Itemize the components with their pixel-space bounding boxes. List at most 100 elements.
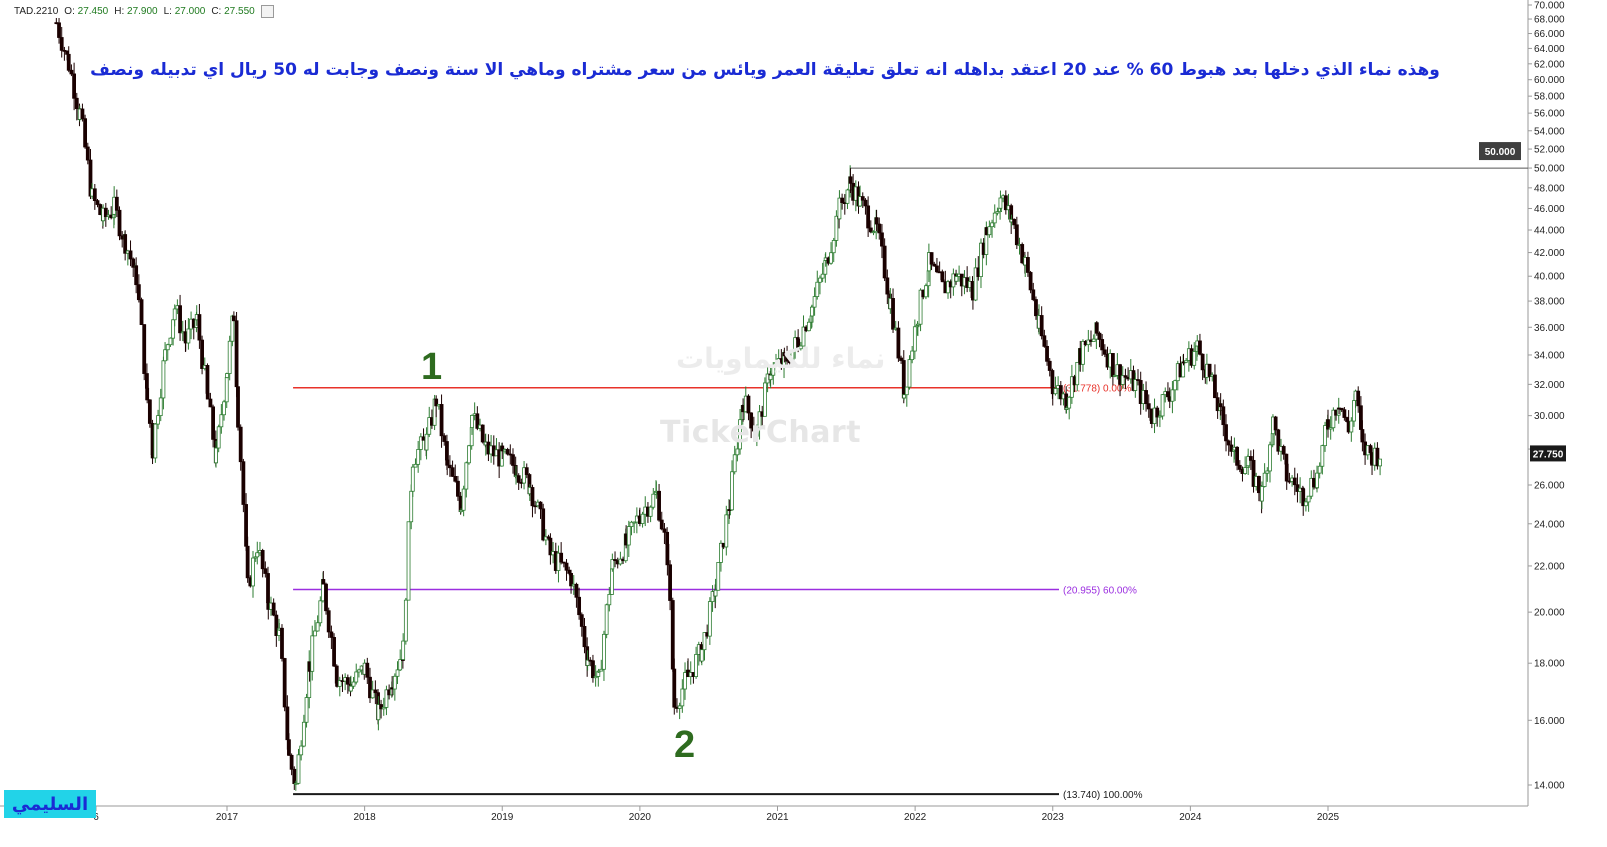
candle-body bbox=[410, 466, 415, 492]
candle-body bbox=[1200, 353, 1205, 371]
candle-body bbox=[337, 680, 342, 687]
high-value: 27.900 bbox=[127, 5, 158, 17]
candle-body bbox=[128, 250, 133, 260]
close-label: C: bbox=[211, 5, 222, 17]
candle-body bbox=[899, 357, 903, 361]
candle-body bbox=[153, 423, 158, 459]
y-tick-label: 40.000 bbox=[1534, 272, 1565, 283]
candle-body bbox=[453, 476, 458, 482]
candle-body bbox=[577, 596, 582, 616]
candle-body bbox=[680, 688, 685, 707]
y-tick-label: 54.000 bbox=[1534, 126, 1565, 137]
candle-body bbox=[530, 487, 535, 507]
candle-body bbox=[1064, 407, 1069, 410]
author-badge: السليمي bbox=[4, 790, 96, 818]
candle-body bbox=[395, 669, 400, 677]
candle-body bbox=[505, 449, 510, 455]
y-tick-label: 26.000 bbox=[1534, 480, 1565, 491]
candle-body bbox=[806, 321, 811, 332]
candle-body bbox=[782, 352, 787, 357]
open-label: O: bbox=[64, 5, 75, 17]
candle-body bbox=[798, 345, 803, 350]
candle-body bbox=[1284, 463, 1289, 482]
candle-body bbox=[1345, 417, 1349, 422]
x-tick-label: 2020 bbox=[629, 812, 652, 823]
candle-body bbox=[973, 267, 978, 301]
candle-body bbox=[74, 97, 79, 110]
candle-body bbox=[1120, 375, 1125, 385]
candle-body bbox=[790, 349, 795, 364]
y-tick-label: 48.000 bbox=[1534, 183, 1565, 194]
candle-body bbox=[456, 480, 460, 497]
candle-body bbox=[69, 69, 74, 75]
candle-body bbox=[662, 528, 667, 533]
candle-body bbox=[538, 501, 543, 510]
candle-body bbox=[829, 252, 833, 264]
candle-body bbox=[244, 504, 248, 547]
candle-body bbox=[754, 427, 759, 437]
candle-body bbox=[896, 327, 901, 359]
candle-body bbox=[815, 281, 820, 297]
candle-body bbox=[285, 706, 290, 741]
candle-body bbox=[315, 622, 320, 632]
candle-body bbox=[940, 279, 945, 283]
candle-body bbox=[785, 355, 789, 362]
candle-body bbox=[871, 231, 876, 234]
candle-body bbox=[1243, 467, 1248, 474]
candle-body bbox=[710, 591, 715, 602]
candle-body bbox=[1155, 407, 1160, 418]
candle-body bbox=[593, 676, 598, 679]
candle-body bbox=[370, 689, 375, 699]
candle-body bbox=[274, 614, 279, 636]
candle-body bbox=[65, 50, 69, 55]
candle-body bbox=[57, 22, 61, 38]
y-tick-label: 30.000 bbox=[1534, 411, 1565, 422]
collapse-header-button[interactable] bbox=[260, 4, 274, 18]
candle-body bbox=[561, 561, 566, 564]
candle-body bbox=[1026, 257, 1030, 273]
candle-body bbox=[632, 521, 637, 524]
candle-body bbox=[1317, 465, 1322, 474]
candle-body bbox=[735, 448, 740, 456]
candle-body bbox=[1031, 289, 1036, 300]
candle-body bbox=[1198, 340, 1202, 355]
candle-body bbox=[406, 521, 411, 601]
candle-body bbox=[197, 314, 202, 341]
candle-body bbox=[929, 252, 934, 265]
candle-body bbox=[932, 263, 937, 267]
candle-body bbox=[904, 386, 909, 396]
candle-body bbox=[995, 211, 1000, 214]
candle-body bbox=[95, 200, 100, 205]
candle-body bbox=[1133, 379, 1138, 391]
candle-body bbox=[442, 435, 447, 442]
candle-body bbox=[1342, 409, 1347, 418]
candle-body bbox=[574, 583, 579, 598]
candle-body bbox=[123, 234, 128, 254]
y-tick-label: 52.000 bbox=[1534, 145, 1565, 156]
candle-body bbox=[992, 212, 997, 224]
candle-body bbox=[567, 569, 572, 574]
candle-body bbox=[1012, 218, 1017, 226]
candle-body bbox=[1306, 495, 1311, 503]
candle-body bbox=[427, 417, 432, 435]
candle-body bbox=[1081, 340, 1085, 365]
candle-body bbox=[868, 227, 873, 233]
candle-body bbox=[990, 222, 994, 228]
candle-body bbox=[409, 490, 414, 523]
candle-body bbox=[413, 463, 418, 468]
candle-body bbox=[924, 285, 928, 298]
y-tick-label: 36.000 bbox=[1534, 323, 1565, 334]
y-tick-label: 24.000 bbox=[1534, 519, 1565, 530]
candle-body bbox=[131, 258, 136, 268]
candle-body bbox=[321, 579, 326, 585]
candle-body bbox=[602, 633, 606, 670]
candle-body bbox=[1039, 315, 1044, 337]
candle-body bbox=[1320, 445, 1325, 467]
candle-body bbox=[381, 706, 386, 710]
candle-body bbox=[351, 681, 356, 687]
marker-2: 2 bbox=[674, 724, 696, 766]
candle-body bbox=[810, 306, 814, 317]
candle-body bbox=[866, 205, 871, 229]
candle-body bbox=[812, 296, 817, 308]
